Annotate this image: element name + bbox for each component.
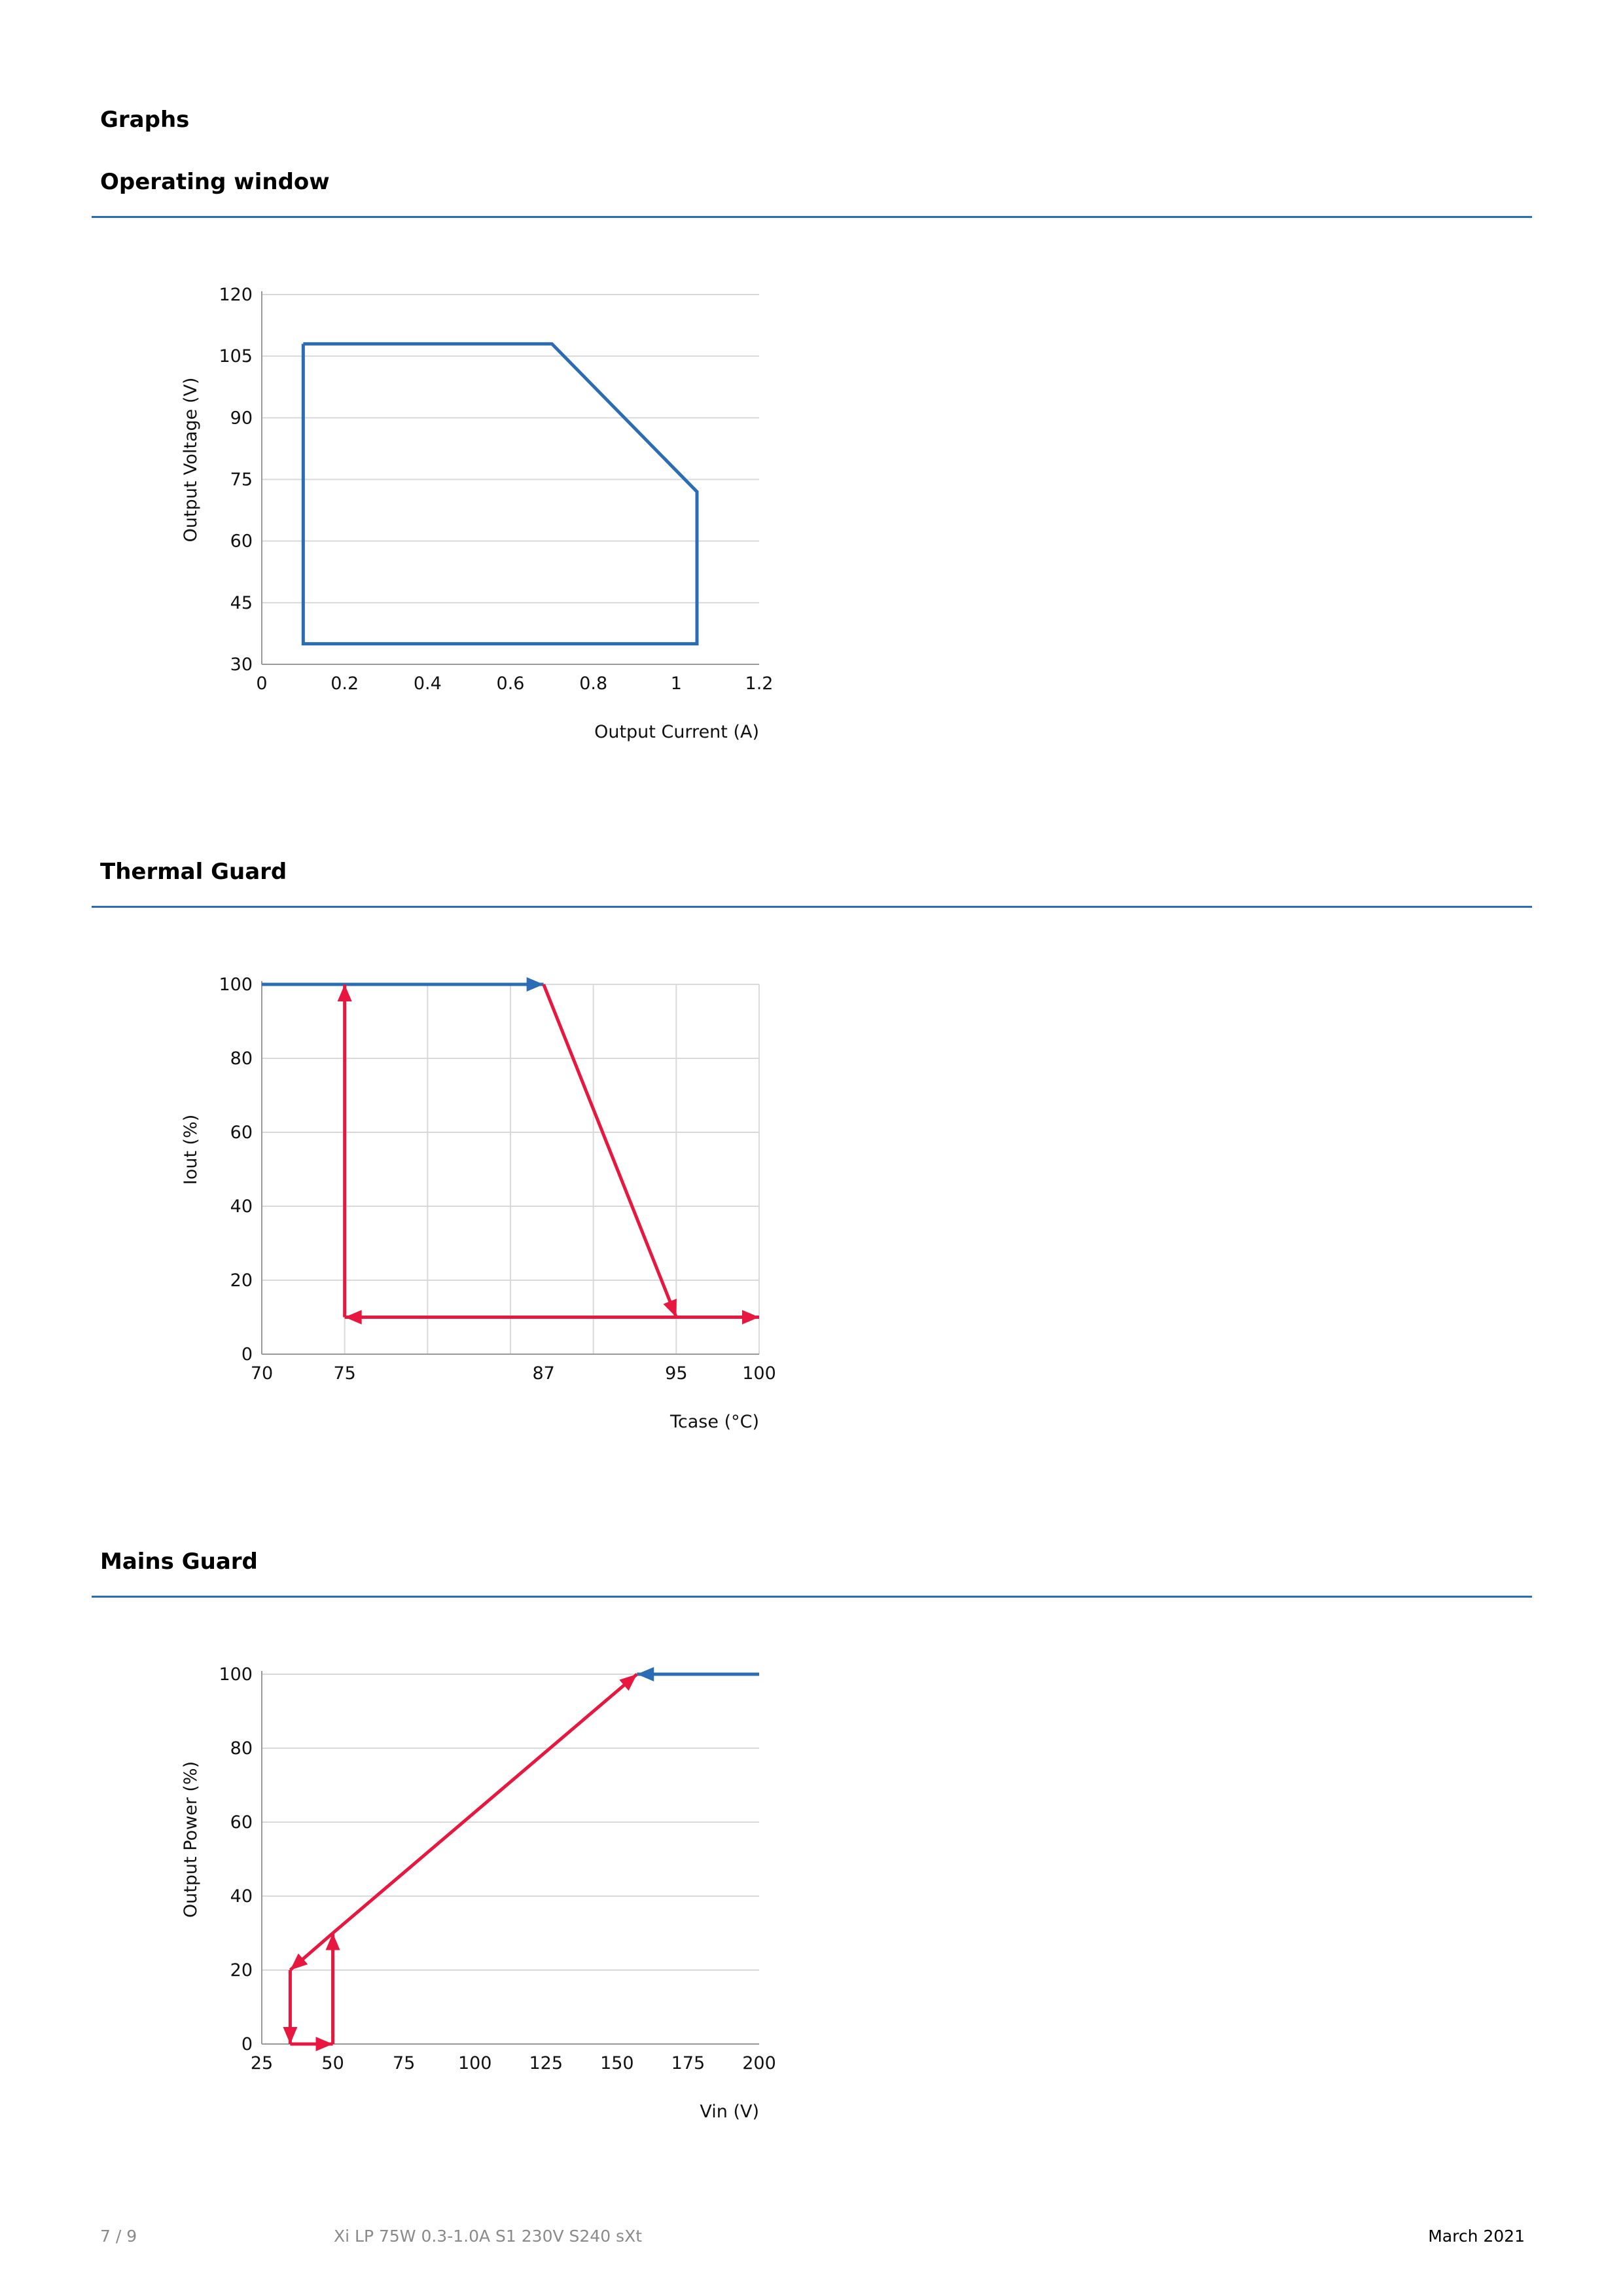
x-tick-label: 25 [251,2053,273,2073]
section-divider [92,906,1532,908]
x-tick-label: 70 [251,1363,273,1384]
mains-guard-heading: Mains Guard [100,1549,258,1575]
x-tick-label: 0.6 [497,673,525,694]
section-divider [92,1596,1532,1598]
arrow-head [742,1310,759,1325]
y-tick-label: 105 [219,346,253,367]
x-axis-label: Tcase (°C) [669,1412,759,1432]
operating-window-heading: Operating window [100,169,330,195]
operating-window-chart: 30 45 60 75 90 105 120 0 0.2 0.4 0.6 0.8 1 1.2 Output … [181,285,774,742]
arrow-head [619,1674,637,1691]
arrow-head [290,1953,308,1970]
y-tick-label: 60 [230,531,253,552]
x-tick-label: 200 [742,2053,776,2073]
y-tick-label: 40 [230,1886,253,1907]
series-line [301,342,699,646]
x-tick-label: 150 [600,2053,634,2073]
series-line [542,984,678,1318]
arrow-head [344,1310,362,1325]
mains-guard-chart: 0 20 40 60 80 100 25 50 75 100 125 150 175 200 Vin (V)… [181,1664,776,2122]
y-tick-label: 0 [241,2034,253,2054]
arrow-head [637,1667,654,1681]
y-tick-label: 75 [230,470,253,490]
thermal-guard-heading: Thermal Guard [100,859,287,885]
footer-product-name: Xi LP 75W 0.3-1.0A S1 230V S240 sXt [334,2227,643,2246]
y-tick-label: 45 [230,593,253,613]
footer-date: March 2021 [1428,2227,1525,2246]
x-tick-label: 75 [393,2053,415,2073]
arrow-head [315,2037,333,2051]
x-tick-label: 0.8 [579,673,607,694]
x-tick-label: 100 [458,2053,492,2073]
arrow-head [283,2027,298,2044]
x-tick-label: 175 [671,2053,705,2073]
y-tick-label: 60 [230,1122,253,1143]
x-tick-label: 87 [532,1363,554,1384]
footer-page-number: 7 / 9 [100,2227,137,2246]
y-tick-label: 30 [230,655,253,675]
y-tick-label: 0 [241,1344,253,1365]
series-line [331,1673,638,1935]
y-tick-label: 80 [230,1738,253,1759]
x-tick-label: 125 [529,2053,563,2073]
arrow-head [325,1933,340,1950]
x-tick-label: 0.4 [414,673,442,694]
arrow-head [337,984,352,1001]
x-tick-label: 0 [256,673,267,694]
x-axis-label: Output Current (A) [594,722,759,742]
x-axis-label: Vin (V) [700,2102,759,2122]
x-tick-label: 95 [665,1363,687,1384]
y-axis-label: Output Power (%) [181,1761,201,1918]
y-tick-label: 40 [230,1196,253,1217]
y-tick-label: 100 [219,1664,253,1685]
x-tick-label: 100 [742,1363,776,1384]
arrow-head [663,1299,677,1318]
x-tick-label: 1 [671,673,682,694]
y-tick-label: 20 [230,1960,253,1981]
section-divider [92,216,1532,218]
page-section-title: Graphs [100,107,190,133]
y-tick-label: 80 [230,1049,253,1069]
y-axis-label: Iout (%) [181,1115,201,1185]
y-tick-label: 60 [230,1812,253,1833]
x-tick-label: 1.2 [745,673,774,694]
y-axis-label: Output Voltage (V) [181,378,201,543]
y-tick-label: 90 [230,408,253,428]
thermal-guard-chart: 0 20 40 60 80 100 70 75 87 95 100 Tcase (°C) Iout (%… [181,975,776,1432]
x-tick-label: 50 [321,2053,344,2073]
x-tick-label: 75 [333,1363,355,1384]
y-tick-label: 100 [219,975,253,995]
arrow-head [526,977,544,992]
x-tick-label: 0.2 [330,673,359,694]
y-tick-label: 20 [230,1270,253,1291]
y-tick-label: 120 [219,285,253,305]
